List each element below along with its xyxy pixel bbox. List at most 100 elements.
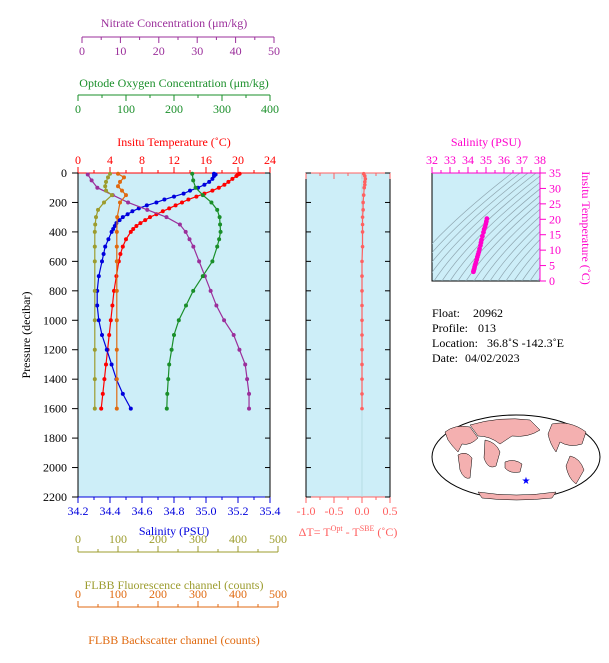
- temperature-point: [108, 318, 113, 323]
- temperature-axis-tick-label: 0: [75, 153, 81, 167]
- ts-salinity-axis-tick-label: 36: [498, 153, 510, 167]
- map-landmass: [469, 418, 541, 445]
- temperature-point: [107, 333, 112, 337]
- temperature-point: [138, 221, 143, 226]
- salinity-point: [128, 406, 133, 411]
- delta-label-mid: - T: [343, 525, 361, 539]
- ts-temperature-axis-tick-label: 0: [549, 274, 555, 288]
- salinity-point: [154, 200, 159, 205]
- delta-label-sup1: Opt: [331, 524, 344, 533]
- salinity-point: [100, 333, 104, 337]
- delta-point: [362, 185, 367, 190]
- delta-point: [360, 406, 364, 411]
- backscatter-axis-tick-label: 500: [269, 587, 287, 601]
- nitrate-axis-tick-label: 30: [191, 44, 203, 58]
- ts-isopycnal-line: [432, 173, 513, 245]
- oxygen-point: [209, 200, 214, 205]
- fluorescence-point: [103, 184, 108, 189]
- salinity-axis-label: Salinity (PSU): [139, 524, 209, 538]
- salinity-axis-tick-label: 34.2: [68, 504, 89, 518]
- oxygen-axis-tick-label: 0: [75, 102, 81, 116]
- temperature-point: [148, 215, 152, 220]
- ts-isopycnal-line: [432, 173, 529, 263]
- salinity-point: [120, 215, 125, 220]
- salinity-point: [101, 252, 106, 256]
- ts-isopycnal-line: [433, 175, 540, 281]
- ts-salinity-axis-tick-label: 34: [462, 153, 474, 167]
- temperature-point: [180, 200, 184, 205]
- delta-point: [360, 230, 365, 234]
- temperature-point: [230, 176, 235, 181]
- ts-temperature-axis-tick-label: 5: [549, 259, 555, 273]
- temperature-point: [134, 224, 139, 229]
- delta-point: [360, 347, 364, 352]
- fluorescence-point: [106, 175, 110, 180]
- delta-point: [361, 193, 366, 197]
- temperature-point: [167, 206, 172, 211]
- salinity-point: [117, 218, 122, 223]
- delta-point: [363, 174, 367, 178]
- nitrate-point: [222, 318, 227, 323]
- backscatter-point: [114, 244, 119, 249]
- fluorescence-axis-tick-label: 300: [189, 532, 207, 546]
- date-label: Date:: [432, 351, 458, 365]
- ts-temperature-axis-tick-label: 20: [549, 212, 561, 226]
- delta-point: [360, 259, 364, 264]
- nitrate-point: [177, 222, 182, 227]
- delta-label-end: (˚C): [374, 525, 397, 539]
- salinity-axis-tick-label: 35.0: [196, 504, 217, 518]
- fluorescence-point: [108, 171, 112, 176]
- oxygen-line: [166, 173, 222, 409]
- nitrate-point: [247, 391, 252, 396]
- temperature-point: [110, 303, 115, 308]
- fluorescence-axis-tick-label: 200: [149, 532, 167, 546]
- oxygen-point: [210, 259, 215, 264]
- oxygen-point: [193, 185, 198, 190]
- fluorescence-point: [96, 207, 100, 212]
- salinity-point: [109, 229, 114, 234]
- ts-isopycnal-line: [481, 215, 540, 281]
- delta-label-sup2: SBE: [360, 524, 375, 533]
- nitrate-point: [237, 347, 242, 352]
- oxygen-point: [200, 193, 205, 198]
- backscatter-point: [116, 184, 120, 189]
- map-landmass: [477, 491, 557, 501]
- fluorescence-point: [92, 318, 97, 323]
- nitrate-point: [247, 406, 252, 411]
- temperature-point: [160, 209, 165, 214]
- fluorescence-point: [92, 229, 97, 234]
- oxygen-point: [167, 362, 172, 367]
- salinity-axis-tick-label: 34.6: [132, 504, 153, 518]
- nitrate-point: [245, 377, 250, 382]
- ts-temperature-axis-tick-label: 15: [549, 228, 561, 242]
- temperature-axis-tick-label: 24: [264, 153, 276, 167]
- backscatter-point: [114, 229, 119, 234]
- delta-point: [360, 222, 365, 227]
- temperature-point: [173, 203, 178, 208]
- pressure-axis-tick-label: 0: [61, 166, 67, 180]
- nitrate-point: [164, 215, 169, 220]
- location-value: 36.8˚S -142.3˚E: [487, 336, 564, 350]
- salinity-point: [109, 362, 114, 367]
- ts-isopycnal-line: [449, 188, 540, 281]
- temperature-point: [118, 252, 123, 256]
- oxygen-point: [217, 237, 222, 242]
- backscatter-point: [118, 179, 122, 184]
- delta-axis-tick-label: 0.0: [355, 504, 370, 518]
- world-map: ★: [431, 414, 601, 501]
- delta-axis-label: ΔT= TOpt - TSBE (˚C): [299, 524, 398, 539]
- temperature-point: [124, 237, 128, 242]
- nitrate-point: [183, 229, 188, 234]
- delta-point: [360, 377, 364, 381]
- oxygen-point: [215, 244, 220, 249]
- temperature-axis-tick-label: 16: [200, 153, 212, 167]
- temperature-axis-tick-label: 20: [232, 153, 244, 167]
- nitrate-point: [243, 362, 248, 367]
- nitrate-point: [95, 185, 100, 190]
- temperature-point: [186, 197, 191, 202]
- fluorescence-point: [102, 200, 106, 205]
- delta-point: [363, 177, 368, 181]
- pressure-axis-tick-label: 200: [49, 195, 67, 209]
- nitrate-axis-label: Nitrate Concentration (μm/kg): [101, 16, 247, 30]
